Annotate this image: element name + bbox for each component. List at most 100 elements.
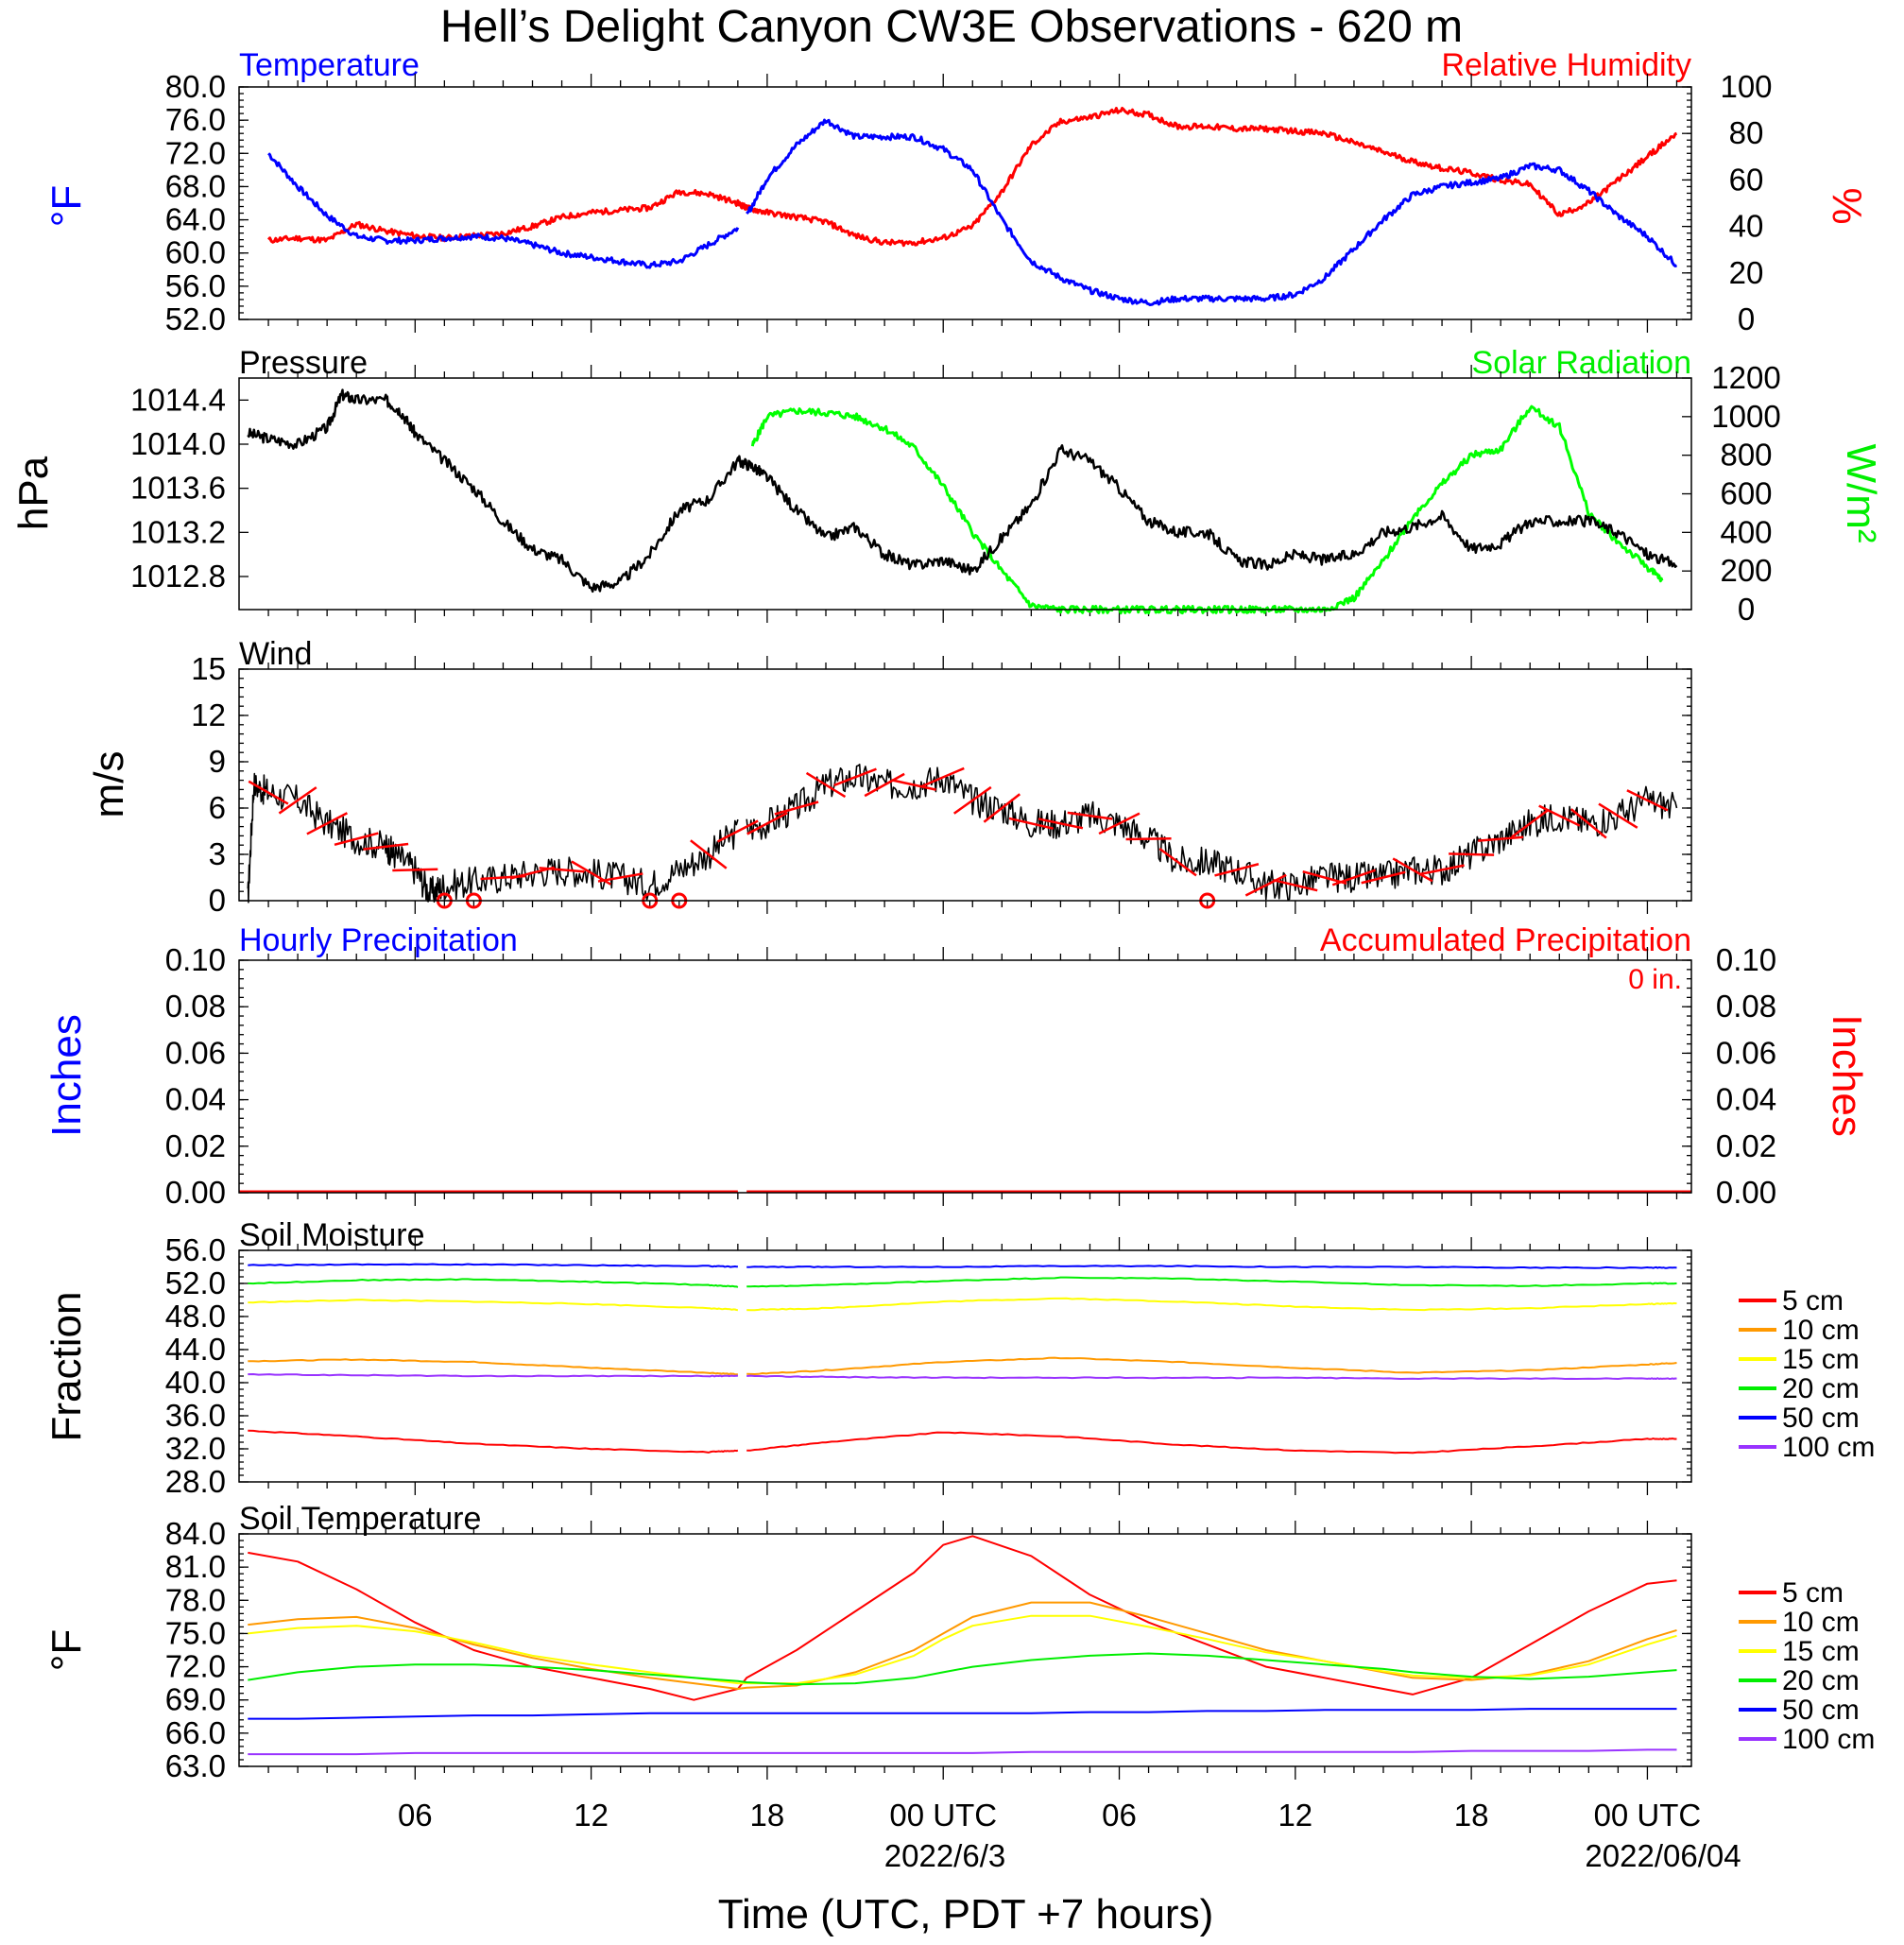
soil-moisture-100cm-line bbox=[248, 1373, 739, 1378]
panel-soil-temp: Soil Temperature °F 84.081.078.075.072.0… bbox=[43, 1501, 1875, 1783]
accum-precip-label: Accumulated Precipitation bbox=[1320, 922, 1691, 958]
soil-temp-100cm-line bbox=[248, 1748, 1677, 1756]
wind-barb bbox=[864, 772, 905, 798]
wind-axis-title: m/s bbox=[86, 751, 132, 818]
soil-moisture-50cm-line bbox=[248, 1263, 738, 1268]
panel-temp-rh: Temperature Relative Humidity °F % 80.07… bbox=[43, 47, 1870, 336]
wind-barb bbox=[1038, 818, 1084, 830]
wind-barb bbox=[833, 767, 877, 787]
x-tick-label: 00 UTC bbox=[1594, 1798, 1702, 1833]
wind-barb bbox=[392, 868, 438, 872]
wind-barb bbox=[1570, 808, 1607, 839]
wind-line bbox=[247, 772, 739, 904]
wind-barb bbox=[1478, 835, 1524, 842]
pressure-label: Pressure bbox=[239, 345, 368, 381]
wind-barb bbox=[1511, 809, 1550, 838]
y-tick-label-left: 9 bbox=[209, 744, 226, 779]
figure-title: Hell’s Delight Canyon CW3E Observations … bbox=[440, 2, 1463, 52]
soil-moisture-50cm-line bbox=[746, 1265, 1677, 1269]
soil-temp-50cm-line bbox=[248, 1708, 1677, 1720]
y-tick-label-left: 6 bbox=[209, 790, 226, 825]
y-tick-label-right: 0.04 bbox=[1716, 1082, 1776, 1117]
y-tick-label-right: 800 bbox=[1720, 438, 1772, 473]
y-tick-label-left: 80.0 bbox=[165, 69, 226, 104]
y-tick-label-right: 1000 bbox=[1711, 399, 1780, 434]
wind-barb bbox=[248, 780, 289, 805]
y-tick-label-left: 63.0 bbox=[165, 1748, 226, 1783]
y-tick-label-left: 0.04 bbox=[165, 1082, 226, 1117]
precip-axis-title-right: Inches bbox=[1824, 1014, 1870, 1137]
y-tick-label-left: 52.0 bbox=[165, 301, 226, 336]
y-tick-label-right: 0.08 bbox=[1716, 989, 1776, 1024]
x-tick-label: 06 bbox=[1102, 1798, 1137, 1833]
wind-barb bbox=[1538, 804, 1581, 827]
solar-axis-title: W/m² bbox=[1838, 443, 1884, 542]
y-tick-label-right: 100 bbox=[1720, 69, 1772, 104]
y-tick-label-left: 28.0 bbox=[165, 1464, 226, 1499]
y-tick-label-right: 1200 bbox=[1711, 360, 1780, 395]
legend-label: 50 cm bbox=[1782, 1695, 1860, 1726]
soil-moisture-100cm-line bbox=[746, 1374, 1677, 1380]
wind-barb bbox=[1626, 789, 1669, 812]
soil-moisture-5cm-line bbox=[248, 1429, 739, 1454]
y-tick-label-left: 52.0 bbox=[165, 1265, 226, 1300]
y-tick-label-left: 1014.4 bbox=[130, 382, 226, 417]
y-tick-label-left: 0.08 bbox=[165, 989, 226, 1024]
legend-label: 10 cm bbox=[1782, 1607, 1860, 1638]
y-tick-label-right: 0.06 bbox=[1716, 1035, 1776, 1070]
humidity-axis-title: % bbox=[1824, 187, 1870, 224]
soil-temp-5cm-line bbox=[248, 1535, 1677, 1701]
y-tick-label-left: 72.0 bbox=[165, 1649, 226, 1684]
y-tick-label-left: 36.0 bbox=[165, 1398, 226, 1433]
wind-barb bbox=[952, 785, 992, 815]
wind-barb bbox=[1392, 857, 1433, 883]
legend-label: 5 cm bbox=[1782, 1285, 1844, 1317]
temp-rh-frame bbox=[238, 86, 1692, 320]
x-tick-label: 12 bbox=[574, 1798, 609, 1833]
temperature-label: Temperature bbox=[239, 47, 420, 83]
wind-barb bbox=[774, 800, 819, 816]
y-tick-label-left: 0.00 bbox=[165, 1175, 226, 1210]
wind-barb bbox=[891, 779, 936, 791]
panel-precip: Hourly Precipitation Accumulated Precipi… bbox=[43, 922, 1870, 1210]
y-tick-label-left: 68.0 bbox=[165, 168, 226, 203]
wind-barb bbox=[1598, 802, 1638, 829]
wind-barb bbox=[921, 766, 965, 787]
y-tick-label-left: 76.0 bbox=[165, 102, 226, 137]
soil-moisture-20cm-line bbox=[248, 1278, 739, 1288]
soil-moisture-label: Soil Moisture bbox=[239, 1217, 425, 1253]
soil-moisture-15cm-line bbox=[248, 1299, 739, 1312]
y-tick-label-right: 80 bbox=[1729, 115, 1764, 150]
wind-barb bbox=[983, 793, 1021, 823]
y-tick-label-left: 0.02 bbox=[165, 1128, 226, 1163]
wind-barb bbox=[539, 867, 585, 873]
solar-line bbox=[750, 404, 1664, 615]
wind-barb bbox=[1008, 817, 1055, 830]
y-tick-label-left: 15 bbox=[191, 651, 226, 686]
y-tick-label-left: 56.0 bbox=[165, 268, 226, 303]
x-tick-label: 18 bbox=[750, 1798, 785, 1833]
legend-label: 15 cm bbox=[1782, 1636, 1860, 1667]
wind-barb bbox=[1449, 852, 1495, 856]
y-tick-label-left: 48.0 bbox=[165, 1299, 226, 1334]
y-tick-label-right: 600 bbox=[1720, 476, 1772, 511]
panel-wind: Wind m/s 15 12 9 6 3 0 bbox=[86, 636, 1692, 918]
y-tick-label-left: 72.0 bbox=[165, 135, 226, 170]
wind-label: Wind bbox=[239, 636, 312, 672]
y-tick-label-right: 0.10 bbox=[1716, 942, 1776, 977]
y-tick-label-right: 40 bbox=[1729, 209, 1764, 244]
y-tick-label-left: 32.0 bbox=[165, 1431, 226, 1466]
y-tick-label-right: 60 bbox=[1729, 162, 1764, 197]
y-tick-label-left: 1012.8 bbox=[130, 559, 226, 594]
y-tick-label-left: 60.0 bbox=[165, 235, 226, 270]
x-tick-label: 18 bbox=[1454, 1798, 1489, 1833]
y-tick-label-left: 0.10 bbox=[165, 942, 226, 977]
y-tick-label-left: 75.0 bbox=[165, 1615, 226, 1650]
x-tick-label: 00 UTC bbox=[889, 1798, 997, 1833]
y-tick-label-right: 0 bbox=[1738, 301, 1755, 336]
pressure-solar-frame bbox=[238, 377, 1692, 611]
y-tick-label-left: 3 bbox=[209, 836, 226, 871]
humidity-label: Relative Humidity bbox=[1441, 47, 1691, 83]
wind-barb bbox=[363, 842, 409, 851]
